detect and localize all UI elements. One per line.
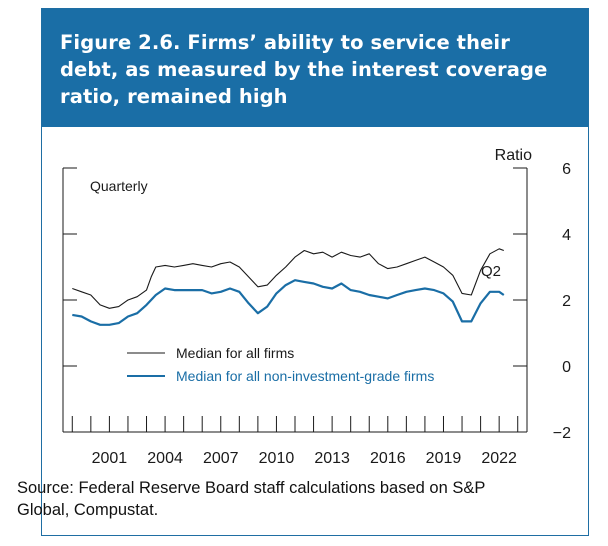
legend: Median for all firms Median for all non-… <box>127 345 434 384</box>
x-axis-ticks: 2001 2004 2007 2010 2013 2016 2019 2022 <box>71 416 519 467</box>
y-axis-ticks: −2 0 2 4 6 <box>63 161 571 442</box>
x-tick-label: 2016 <box>370 450 406 467</box>
source-note: Source: Federal Reserve Board staff calc… <box>17 479 486 519</box>
y-tick-label: 6 <box>562 161 571 178</box>
y-tick-label: −2 <box>553 425 571 442</box>
y-tick-label: 4 <box>562 227 571 244</box>
series-lines <box>72 248 505 326</box>
figure-container: Figure 2.6. Firms’ ability to service th… <box>41 8 589 536</box>
x-tick-label: 2010 <box>259 450 295 467</box>
x-tick-label: 2001 <box>92 450 128 467</box>
legend-label-nonig: Median for all non-investment-grade firm… <box>176 368 434 384</box>
x-tick-label: 2022 <box>481 450 517 467</box>
y-tick-label: 0 <box>562 359 571 376</box>
figure-header: Figure 2.6. Firms’ ability to service th… <box>42 9 588 127</box>
series-line-all-firms <box>72 248 504 309</box>
x-tick-label: 2007 <box>203 450 239 467</box>
x-tick-label: 2004 <box>147 450 183 467</box>
x-tick-label: 2013 <box>314 450 350 467</box>
y-tick-label: 2 <box>562 293 571 310</box>
y-axis-label: Ratio <box>495 147 532 164</box>
series-line-non-investment-grade <box>72 279 505 326</box>
frequency-label: Quarterly <box>90 178 148 194</box>
x-tick-label: 2019 <box>426 450 462 467</box>
q2-annotation: Q2 <box>481 263 501 280</box>
legend-label-all: Median for all firms <box>176 345 294 361</box>
plot-frame <box>62 168 528 433</box>
figure-title: Figure 2.6. Firms’ ability to service th… <box>60 31 548 108</box>
